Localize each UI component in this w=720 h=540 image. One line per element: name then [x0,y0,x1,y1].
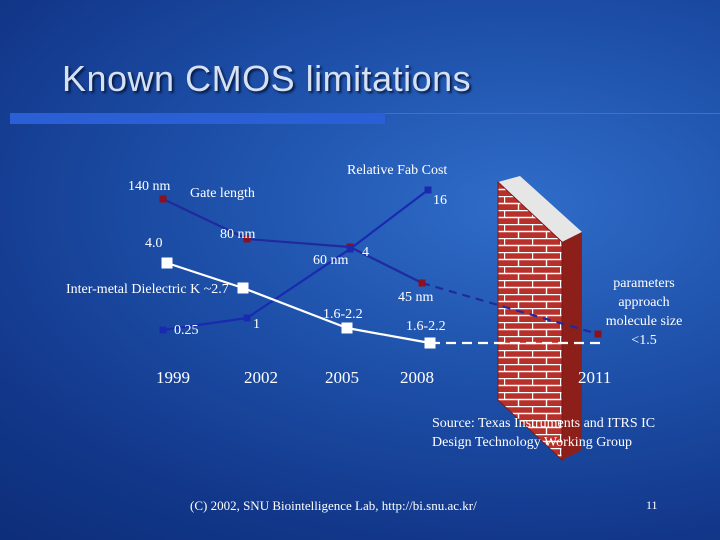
inter-metal-dielectric-k-segment-0 [166,261,244,290]
fab-cost-label-2002: 1 [253,317,260,332]
gate-length-label-2005: 60 nm [313,253,349,268]
tick-label-2005: 2005 [325,368,359,387]
relative-fab-cost-segment-0 [162,316,248,332]
dielectric-label-2005: 1.6-2.2 [323,307,363,322]
dielectric-label-2008: 1.6-2.2 [406,319,446,334]
annotation-fab-cost: Relative Fab Cost [347,163,448,178]
gate-length-marker-0 [159,195,167,203]
gate-length-label-2008: 45 nm [398,290,434,305]
page-number: 11 [646,498,658,512]
wall-annotation-line-4: <1.5 [631,333,657,348]
inter-metal-dielectric-k-marker-1 [237,282,249,294]
gate-length-segment-0 [162,198,248,240]
fab-cost-label-2005: 4 [362,245,369,260]
tick-label-2011: 2011 [578,368,612,387]
title-accent-bar [10,113,385,124]
wall-front [498,182,562,460]
relative-fab-cost-segment-2 [349,189,429,250]
fab-cost-label-2008: 16 [433,193,447,208]
gate-length-segment-2 [349,246,423,284]
tick-label-2008: 2008 [400,368,434,387]
slide-title: Known CMOS limitations [62,58,472,99]
gate-length-marker-3 [418,279,426,287]
gate-length-label-2002: 80 nm [220,227,256,242]
gate-length-segment-3 [421,281,599,336]
gate-length-label-1999: 140 nm [128,179,171,194]
inter-metal-dielectric-k-marker-3 [424,337,436,349]
tick-label-1999: 1999 [156,368,190,387]
fab-cost-label-1999: 0.25 [174,323,199,338]
inter-metal-dielectric-k-marker-0 [161,257,173,269]
footer-credit: (C) 2002, SNU Biointelligence Lab, http:… [190,498,477,513]
wall-annotation-line-3: molecule size [605,314,683,329]
relative-fab-cost-marker-3 [424,186,432,194]
tick-label-2002: 2002 [244,368,278,387]
wall-annotation-line-1: parameters [613,276,675,291]
source-note: Source: Texas Instruments and ITRS IC De… [432,416,656,450]
wall-annotation: parameters approach molecule size <1.5 [594,274,694,350]
inter-metal-dielectric-k-marker-2 [341,322,353,334]
gate-length-segment-1 [246,237,351,249]
relative-fab-cost-marker-2 [346,245,354,253]
inter-metal-dielectric-k-segment-2 [346,326,431,345]
wall-side [562,232,582,460]
dielectric-label-1999: 4.0 [145,236,163,251]
brick-wall [497,176,582,462]
gate-length-marker-4 [594,330,602,338]
wall-top [498,176,582,242]
relative-fab-cost-marker-0 [159,326,167,334]
inter-metal-dielectric-k-segment-1 [242,286,348,330]
annotation-gate-length: Gate length [190,186,255,201]
gate-length-marker-1 [243,235,251,243]
wall-annotation-line-2: approach [618,295,670,310]
annotation-dielectric: Inter-metal Dielectric K ~2.7 [66,282,229,297]
relative-fab-cost-marker-1 [243,314,251,322]
relative-fab-cost-segment-1 [246,248,351,319]
